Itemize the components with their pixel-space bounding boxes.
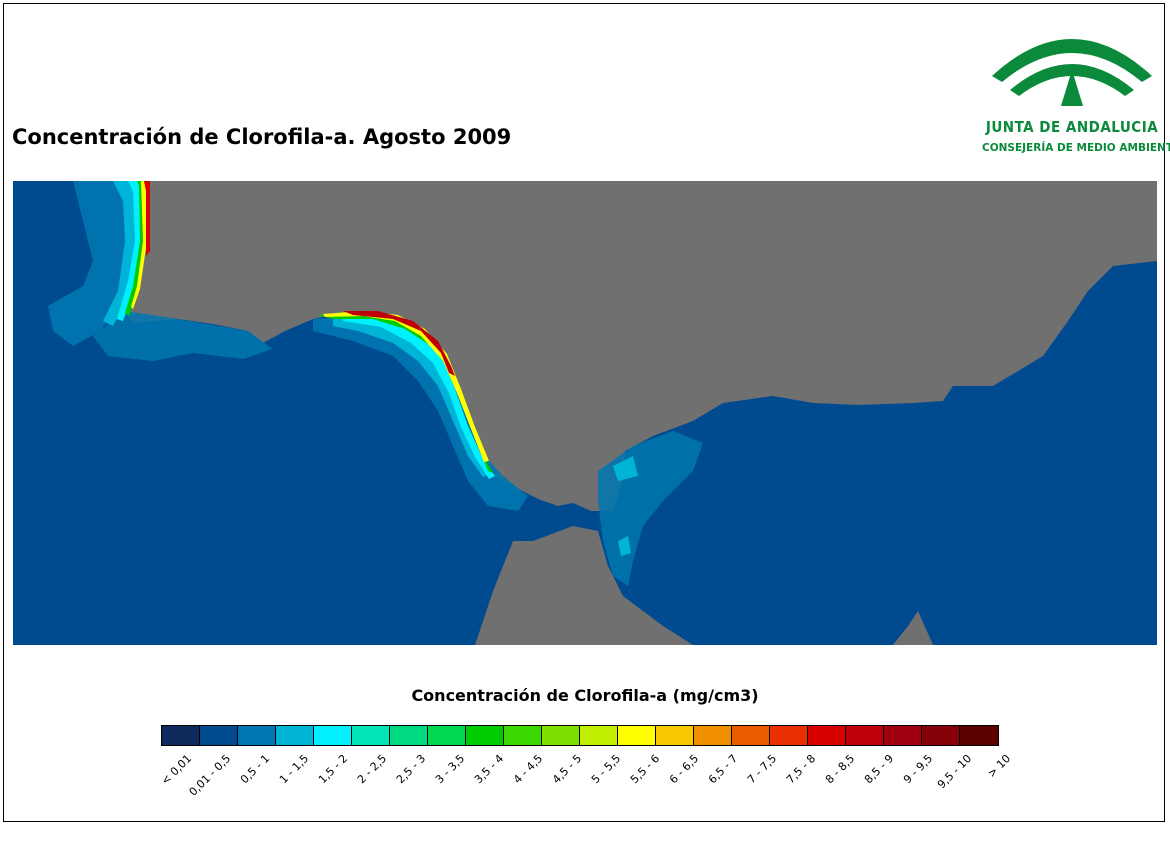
legend-swatch [200, 726, 238, 745]
coastal-edge-red [144, 181, 150, 256]
legend-title: Concentración de Clorofila-a (mg/cm3) [411, 686, 759, 705]
coastal-edge-green [125, 181, 145, 316]
map-canvas [13, 181, 1157, 645]
legend-swatch [352, 726, 390, 745]
legend-swatch [276, 726, 314, 745]
legend-swatch [542, 726, 580, 745]
junta-de-andalucia-logo: JUNTA DE ANDALUCIA CONSEJERÍA DE MEDIO A… [982, 14, 1170, 164]
legend-swatch [922, 726, 960, 745]
legend-swatch [960, 726, 998, 745]
legend-swatch [390, 726, 428, 745]
legend-swatch [846, 726, 884, 745]
legend-color-bar [161, 725, 999, 746]
legend-swatch [808, 726, 846, 745]
patch-2 [618, 536, 631, 556]
sea-atlantic [13, 181, 1157, 645]
legend-swatch [466, 726, 504, 745]
coastal-band-2 [333, 314, 491, 477]
legend-swatch [770, 726, 808, 745]
legend-swatch [694, 726, 732, 745]
logo-arches-icon [992, 39, 1152, 106]
coastal-band-3 [117, 181, 143, 321]
shelf-glow-2 [93, 311, 273, 361]
patch-1 [613, 456, 638, 481]
legend-swatch [732, 726, 770, 745]
legend-swatch [656, 726, 694, 745]
legend-swatch [162, 726, 200, 745]
legend-swatch [238, 726, 276, 745]
chlorophyll-map [13, 181, 1157, 645]
legend-swatch [428, 726, 466, 745]
coastal-edge-red-2 [343, 311, 455, 376]
logo-subtitle: CONSEJERÍA DE MEDIO AMBIENTE [982, 142, 1170, 154]
legend-swatch [504, 726, 542, 745]
coastal-band-4 [343, 313, 495, 479]
legend-swatch [580, 726, 618, 745]
legend-swatch [314, 726, 352, 745]
coastal-band-1 [103, 181, 141, 326]
coastal-edge-yellow [131, 181, 147, 309]
legend-swatch [618, 726, 656, 745]
logo-name: JUNTA DE ANDALUCIA [985, 118, 1159, 136]
coastal-edge-yellow-2 [323, 311, 489, 462]
page-title: Concentración de Clorofila-a. Agosto 200… [12, 125, 512, 149]
legend-swatch [884, 726, 922, 745]
